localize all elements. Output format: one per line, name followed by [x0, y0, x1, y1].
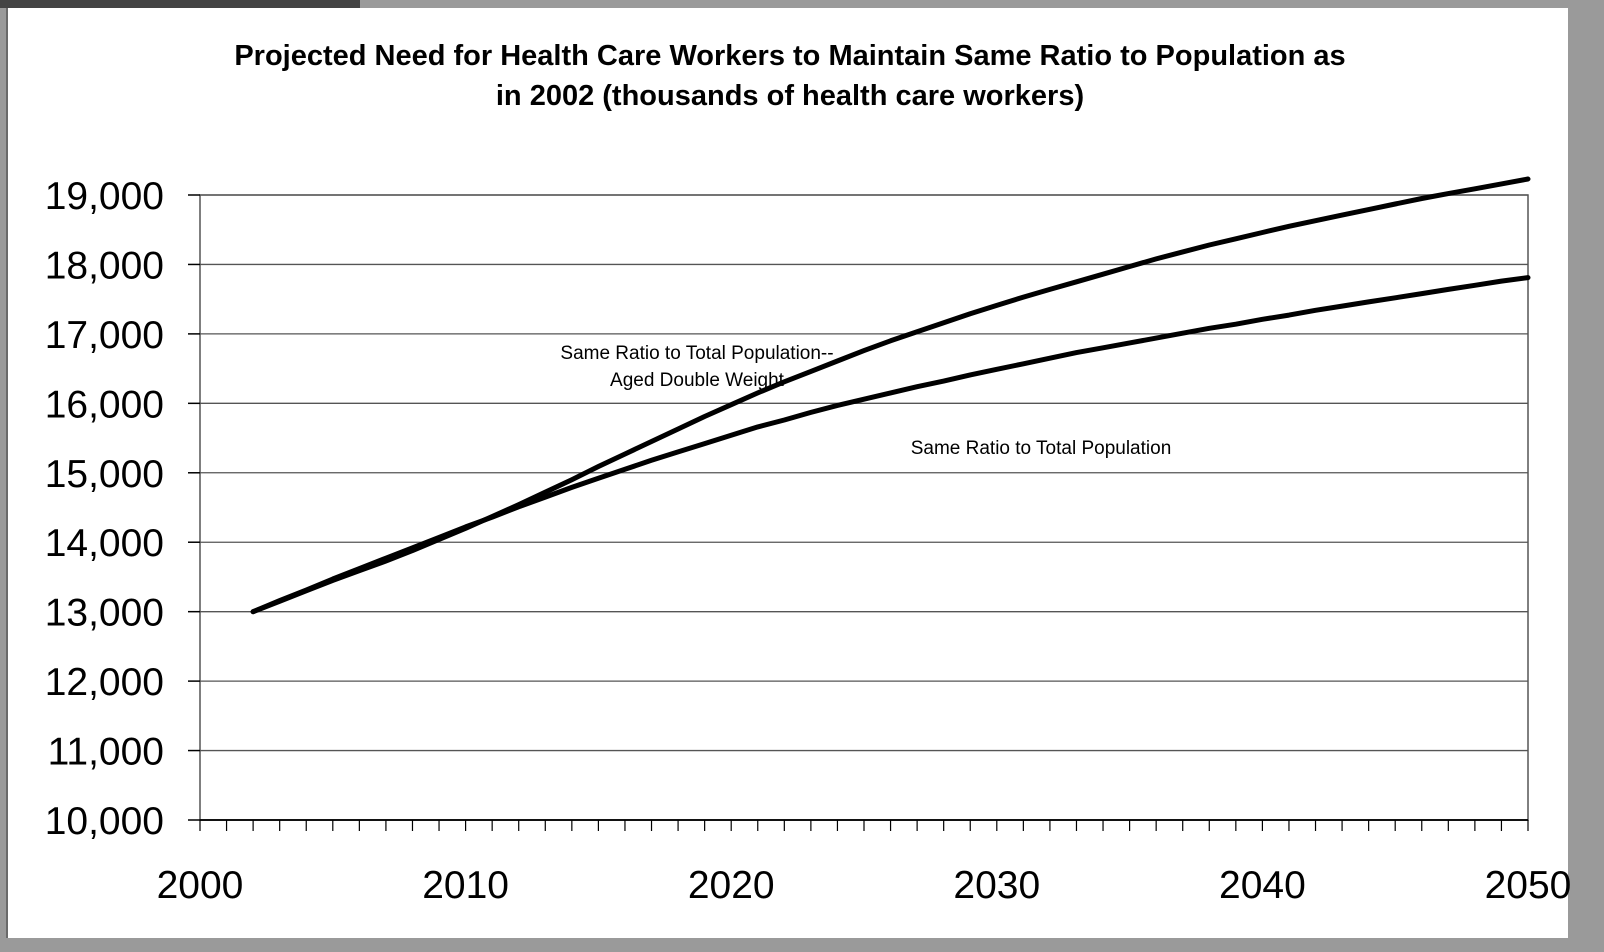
chart-title: Projected Need for Health Care Workers t… [60, 36, 1520, 116]
y-tick-label: 19,000 [45, 175, 164, 218]
y-tick-label: 17,000 [45, 314, 164, 357]
plot-area [199, 194, 1529, 821]
x-tick-label: 2040 [1219, 864, 1306, 907]
y-tick-label: 13,000 [45, 592, 164, 635]
series-label-2: Aged Double Weight [610, 370, 785, 391]
y-tick-label: 18,000 [45, 244, 164, 287]
window-tab-decoration [0, 0, 360, 8]
series-label-2: Same Ratio to Total Population-- [560, 343, 833, 364]
x-tick-label: 2030 [953, 864, 1040, 907]
x-tick-label: 2020 [688, 864, 775, 907]
y-tick-label: 11,000 [48, 731, 164, 774]
x-tick-label: 2010 [422, 864, 509, 907]
chart-title-line-1: Projected Need for Health Care Workers t… [234, 40, 1346, 72]
series-line-1 [250, 275, 1531, 615]
y-tick-label: 10,000 [45, 800, 164, 843]
series-label-1: Same Ratio to Total Population [911, 438, 1172, 459]
y-tick-label: 15,000 [45, 453, 164, 496]
x-tick-label: 2050 [1485, 864, 1572, 907]
y-tick-label: 12,000 [45, 661, 164, 704]
y-tick-label: 14,000 [45, 522, 164, 565]
chart-title-line-2: in 2002 (thousands of health care worker… [495, 80, 1085, 112]
y-tick-label: 16,000 [45, 383, 164, 426]
x-tick-label: 2000 [157, 864, 244, 907]
series-line-2 [250, 176, 1531, 615]
